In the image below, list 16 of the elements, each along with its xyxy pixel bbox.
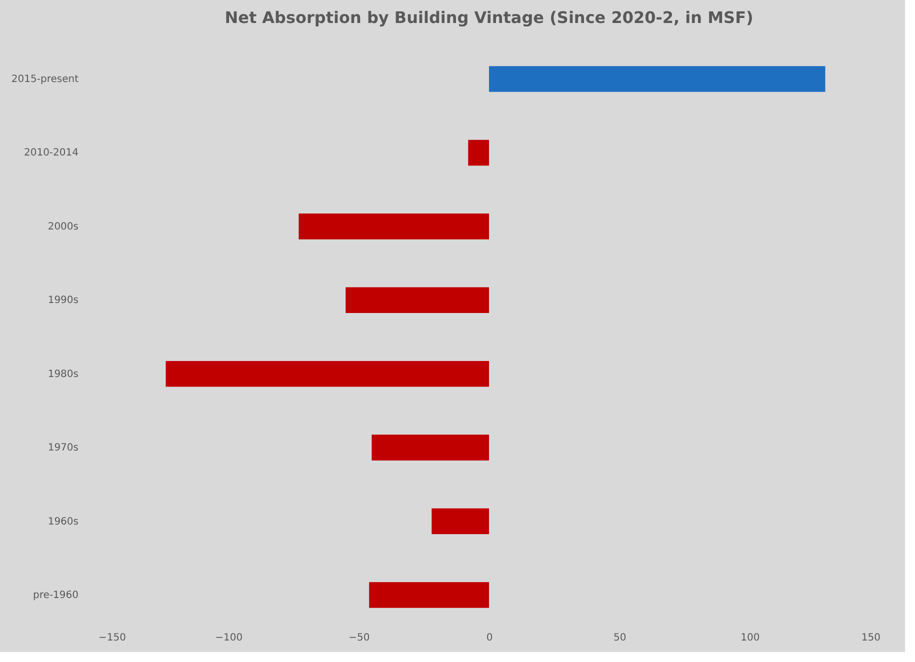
y-tick-label: 1980s bbox=[48, 368, 78, 380]
x-tick-label: 100 bbox=[740, 632, 760, 644]
x-tick-label: −100 bbox=[215, 632, 243, 644]
y-tick-label: 2015-present bbox=[11, 74, 79, 86]
y-tick-label: 1960s bbox=[48, 516, 78, 528]
y-tick-label: 2010-2014 bbox=[24, 148, 78, 159]
y-tick-label: 1990s bbox=[48, 295, 78, 306]
x-tick-label: 0 bbox=[486, 632, 493, 644]
y-tick-label: 2000s bbox=[48, 221, 78, 232]
x-tick-label: 150 bbox=[861, 632, 880, 644]
x-tick-label: 50 bbox=[613, 632, 626, 644]
x-tick-label: −50 bbox=[348, 632, 370, 644]
chart-title: Net Absorption by Building Vintage (Since 2020-2, in MSF) bbox=[224, 8, 754, 27]
y-tick-label: 1970s bbox=[48, 442, 78, 454]
x-tick-label: −150 bbox=[98, 632, 126, 644]
y-tick-label: pre-1960 bbox=[33, 590, 78, 601]
